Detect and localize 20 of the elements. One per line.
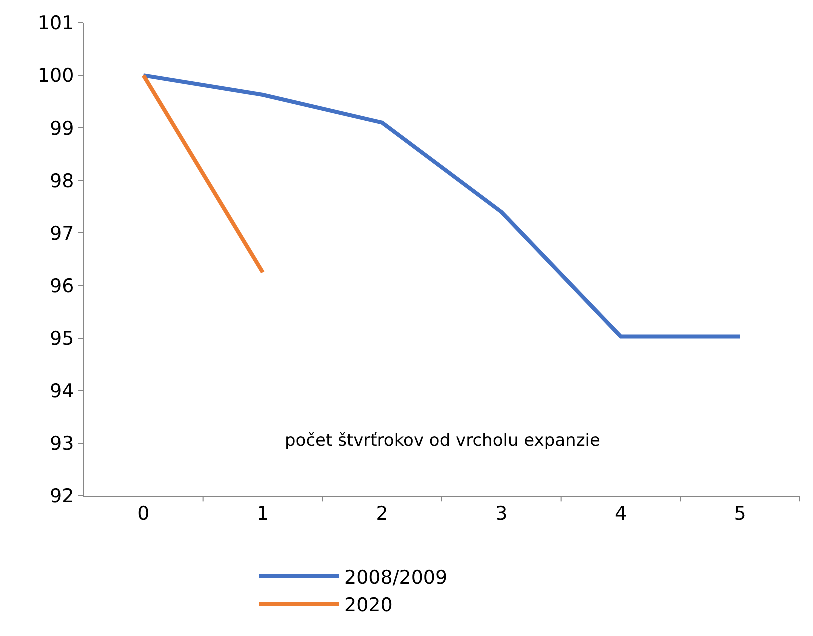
x-tick-label: 4 [614, 502, 628, 525]
line-series [142, 74, 742, 339]
y-tick-label: 101 [38, 12, 74, 35]
y-tick-label: 94 [50, 380, 74, 403]
y-tick-label: 93 [50, 433, 74, 456]
y-tick-label: 97 [50, 222, 74, 245]
y-tick-label: 100 [38, 65, 74, 88]
y-tick-label: 95 [50, 328, 74, 350]
y-tick-label: 99 [50, 118, 74, 140]
y-tick-label: 92 [50, 486, 74, 508]
x-tick-label: 2 [376, 502, 388, 525]
y-tick-label: 96 [50, 275, 74, 298]
x-axis-title: počet štvrťrokov od vrcholu expanzie [285, 431, 600, 451]
x-tick-label: 3 [496, 502, 508, 525]
y-tick-label: 98 [50, 170, 74, 192]
x-tick-label: 5 [734, 502, 746, 525]
legend-label: 2008/2009 [344, 566, 448, 589]
x-tick-label: 1 [256, 502, 270, 525]
x-tick-label: 0 [138, 502, 150, 525]
legend-label: 2020 [344, 594, 393, 616]
